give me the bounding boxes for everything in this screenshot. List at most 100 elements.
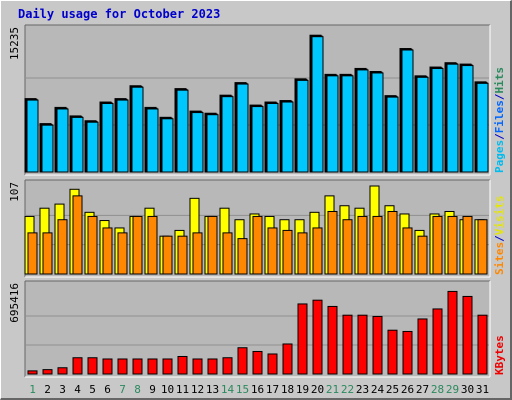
bar-sites-day-18 (282, 229, 293, 275)
bar-kbytes-day-15 (237, 347, 248, 375)
bar-sites-day-17 (267, 227, 278, 275)
bar-kbytes-day-26 (402, 330, 413, 375)
bar-sites-day-10 (162, 235, 173, 275)
bar-sites-day-24 (372, 215, 383, 275)
bar-sites-day-29 (447, 215, 458, 275)
bar-sites-day-13 (207, 215, 218, 275)
bar-sites-day-20 (312, 227, 323, 275)
bar-kbytes-day-16 (252, 350, 263, 375)
day-label-4: 4 (74, 383, 81, 396)
bar-sites-day-2 (42, 232, 53, 275)
day-label-8: 8 (134, 383, 141, 396)
bar-kbytes-day-14 (222, 357, 233, 375)
bar-kbytes-day-27 (417, 318, 428, 375)
day-label-17: 17 (266, 383, 279, 396)
bar-sites-day-15 (237, 238, 248, 275)
bar-pages-day-12 (191, 112, 204, 173)
day-label-28: 28 (431, 383, 444, 396)
bar-kbytes-day-29 (447, 290, 458, 375)
day-label-21: 21 (326, 383, 339, 396)
day-label-27: 27 (416, 383, 429, 396)
bar-pages-day-9 (146, 108, 159, 173)
legend-entry: KBytes (493, 335, 506, 375)
day-label-2: 2 (44, 383, 51, 396)
bar-sites-day-25 (387, 210, 398, 275)
legend-entry: Hits (493, 67, 506, 94)
bar-sites-day-19 (297, 232, 308, 275)
bar-pages-day-28 (431, 68, 444, 173)
day-label-30: 30 (461, 383, 474, 396)
bar-pages-day-4 (71, 116, 84, 173)
bar-pages-day-8 (131, 86, 144, 173)
panel-2-legend: Sites/Visits (493, 196, 506, 276)
bar-kbytes-day-13 (207, 358, 218, 375)
bar-pages-day-18 (281, 101, 294, 173)
bar-pages-day-21 (326, 75, 339, 173)
panel-1-axis-max-label: 15235 (8, 27, 21, 60)
bar-kbytes-day-23 (357, 314, 368, 375)
bar-sites-day-28 (432, 215, 443, 275)
day-label-14: 14 (221, 383, 235, 396)
legend-entry: / (493, 235, 506, 242)
bar-pages-day-19 (296, 79, 309, 173)
bar-kbytes-day-4 (72, 357, 83, 375)
day-label-18: 18 (281, 383, 294, 396)
bar-pages-day-27 (416, 76, 429, 173)
bar-kbytes-day-9 (147, 358, 158, 375)
bar-kbytes-day-3 (57, 367, 68, 375)
bar-kbytes-day-30 (462, 295, 473, 375)
day-label-1: 1 (29, 383, 36, 396)
bar-sites-day-14 (222, 232, 233, 275)
legend-entry: Visits (493, 196, 506, 236)
bar-pages-day-29 (446, 63, 459, 173)
bar-pages-day-24 (371, 72, 384, 173)
legend-entry: / (493, 93, 506, 100)
bar-kbytes-day-28 (432, 308, 443, 375)
bar-kbytes-day-25 (387, 329, 398, 375)
bar-pages-day-3 (56, 108, 69, 173)
legend-entry: / (493, 133, 506, 140)
day-label-5: 5 (89, 383, 96, 396)
bar-sites-day-4 (72, 195, 83, 275)
bar-kbytes-day-31 (477, 314, 488, 375)
day-label-11: 11 (176, 383, 189, 396)
day-label-13: 13 (206, 383, 219, 396)
panel-2-axis-max-label: 107 (8, 182, 21, 202)
day-label-25: 25 (386, 383, 399, 396)
bar-sites-day-22 (342, 219, 353, 275)
panel-3-legend: KBytes (493, 335, 506, 375)
bar-pages-day-10 (161, 118, 174, 173)
bar-pages-day-5 (86, 121, 99, 173)
legend-entry: Sites (493, 242, 506, 275)
bar-pages-day-16 (251, 106, 264, 173)
bar-kbytes-day-10 (162, 358, 173, 375)
day-label-23: 23 (356, 383, 369, 396)
day-label-26: 26 (401, 383, 414, 396)
bar-pages-day-1 (26, 99, 39, 173)
legend-entry: Files (493, 100, 506, 133)
day-label-3: 3 (59, 383, 66, 396)
bar-kbytes-day-11 (177, 355, 188, 375)
bar-pages-day-25 (386, 96, 399, 173)
bar-kbytes-day-20 (312, 299, 323, 375)
bar-pages-day-11 (176, 89, 189, 173)
bar-sites-day-5 (87, 215, 98, 275)
day-label-10: 10 (161, 383, 174, 396)
bar-kbytes-day-7 (117, 358, 128, 375)
bar-pages-day-15 (236, 83, 249, 173)
bar-kbytes-day-6 (102, 358, 113, 375)
day-label-19: 19 (296, 383, 309, 396)
legend-entry: Pages (493, 140, 506, 173)
bar-kbytes-day-24 (372, 315, 383, 375)
bar-pages-day-31 (476, 82, 489, 173)
bar-pages-day-22 (341, 75, 354, 173)
bar-sites-day-9 (147, 215, 158, 275)
bar-pages-day-2 (41, 124, 54, 173)
bar-pages-day-17 (266, 103, 279, 173)
bar-sites-day-6 (102, 227, 113, 275)
bar-kbytes-day-22 (342, 314, 353, 375)
bar-sites-day-31 (477, 219, 488, 275)
bar-sites-day-8 (132, 215, 143, 275)
bar-kbytes-day-2 (42, 369, 53, 375)
